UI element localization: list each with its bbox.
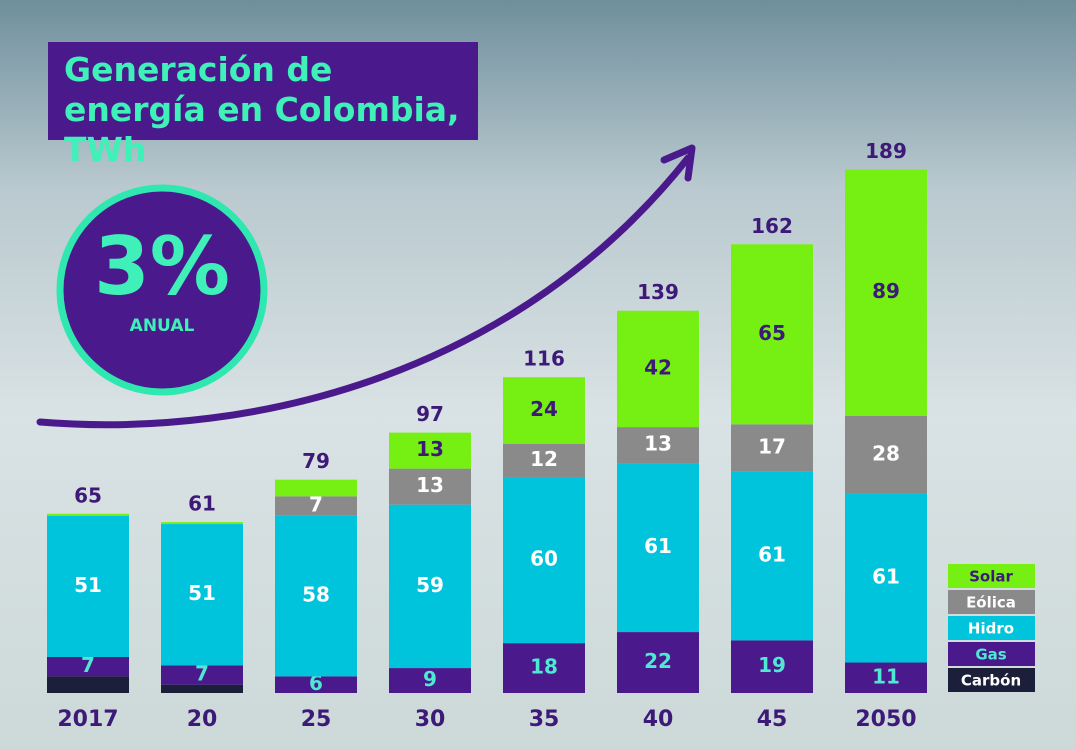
value-label: 24 bbox=[530, 397, 558, 421]
bar-segment bbox=[845, 416, 927, 494]
value-label: 7 bbox=[195, 661, 209, 685]
bar-segment bbox=[161, 665, 243, 685]
arrow-head bbox=[660, 144, 696, 182]
bar-segment bbox=[161, 684, 243, 693]
x-tick-label: 25 bbox=[301, 707, 332, 732]
legend-label: Carbón bbox=[961, 672, 1021, 690]
badge-label: ANUAL bbox=[130, 316, 195, 336]
total-label: 97 bbox=[416, 402, 444, 426]
badge bbox=[56, 184, 268, 396]
x-tick-label: 2050 bbox=[855, 707, 916, 732]
x-tick-label: 30 bbox=[415, 707, 446, 732]
x-tick-label: 35 bbox=[529, 707, 560, 732]
bar-segment bbox=[503, 443, 585, 477]
value-label: 13 bbox=[416, 437, 444, 461]
legend-label: Eólica bbox=[966, 594, 1016, 612]
bar-segment bbox=[617, 632, 699, 693]
bar-segment bbox=[47, 515, 129, 657]
bar-segment bbox=[503, 476, 585, 644]
total-label: 65 bbox=[74, 483, 102, 507]
total-label: 116 bbox=[523, 347, 565, 371]
x-tick-label: 45 bbox=[757, 707, 788, 732]
bar-segment bbox=[389, 668, 471, 693]
legend-swatch bbox=[948, 590, 1035, 614]
bar-segment bbox=[389, 432, 471, 469]
bar-segment bbox=[161, 522, 243, 525]
value-label: 28 bbox=[872, 441, 900, 465]
value-label: 13 bbox=[644, 432, 672, 456]
bar-segment bbox=[731, 244, 813, 425]
value-label: 17 bbox=[758, 434, 786, 458]
value-label: 12 bbox=[530, 447, 558, 471]
legend-swatch bbox=[948, 616, 1035, 640]
bar-segment bbox=[845, 169, 927, 416]
bar-segment bbox=[731, 424, 813, 472]
value-label: 19 bbox=[758, 653, 786, 677]
bar-segment bbox=[275, 676, 357, 693]
x-tick-label: 40 bbox=[643, 707, 674, 732]
bar-segment bbox=[389, 468, 471, 505]
bar-segment bbox=[275, 515, 357, 677]
bar-segment bbox=[617, 310, 699, 428]
value-label: 65 bbox=[758, 321, 786, 345]
total-label: 189 bbox=[865, 139, 907, 163]
chart-title: Generación de energía en Colombia, TWh bbox=[48, 42, 478, 169]
badge-value: 3% bbox=[94, 220, 230, 313]
bar-segment bbox=[731, 471, 813, 641]
value-label: 42 bbox=[644, 355, 672, 379]
total-label: 61 bbox=[188, 492, 216, 516]
value-label: 51 bbox=[74, 573, 102, 597]
bar-segment bbox=[47, 676, 129, 693]
value-label: 89 bbox=[872, 279, 900, 303]
legend-swatch bbox=[948, 668, 1035, 692]
value-label: 59 bbox=[416, 573, 444, 597]
bar-segment bbox=[617, 427, 699, 464]
total-label: 79 bbox=[302, 449, 330, 473]
legend-label: Hidro bbox=[968, 620, 1014, 638]
bar-segment bbox=[503, 377, 585, 444]
value-label: 11 bbox=[872, 664, 900, 688]
value-label: 9 bbox=[423, 667, 437, 691]
bar-segment bbox=[845, 493, 927, 663]
value-label: 60 bbox=[530, 547, 558, 571]
value-label: 7 bbox=[81, 653, 95, 677]
bar-segment bbox=[47, 513, 129, 516]
bar-segment bbox=[47, 656, 129, 677]
bar-segment bbox=[845, 662, 927, 693]
legend-swatch bbox=[948, 642, 1035, 666]
bar-segment bbox=[617, 463, 699, 633]
bar-segment bbox=[275, 496, 357, 516]
legend-label: Gas bbox=[975, 646, 1006, 664]
trend-arrow bbox=[36, 154, 692, 429]
bar-segment bbox=[389, 504, 471, 669]
bar-segment bbox=[275, 479, 357, 497]
legend-label: Solar bbox=[969, 568, 1013, 586]
x-tick-label: 2017 bbox=[57, 707, 118, 732]
total-label: 162 bbox=[751, 214, 793, 238]
value-label: 7 bbox=[309, 493, 323, 517]
value-label: 6 bbox=[309, 671, 323, 695]
x-tick-label: 20 bbox=[187, 707, 218, 732]
bar-segment bbox=[503, 643, 585, 693]
total-label: 139 bbox=[637, 280, 679, 304]
value-label: 61 bbox=[644, 534, 672, 558]
value-label: 22 bbox=[644, 649, 672, 673]
bar-segment bbox=[731, 640, 813, 693]
value-label: 51 bbox=[188, 581, 216, 605]
value-label: 58 bbox=[302, 583, 330, 607]
value-label: 13 bbox=[416, 473, 444, 497]
value-label: 18 bbox=[530, 655, 558, 679]
legend-swatch bbox=[948, 564, 1035, 588]
value-label: 61 bbox=[758, 542, 786, 566]
value-label: 61 bbox=[872, 565, 900, 589]
bar-segment bbox=[161, 524, 243, 666]
